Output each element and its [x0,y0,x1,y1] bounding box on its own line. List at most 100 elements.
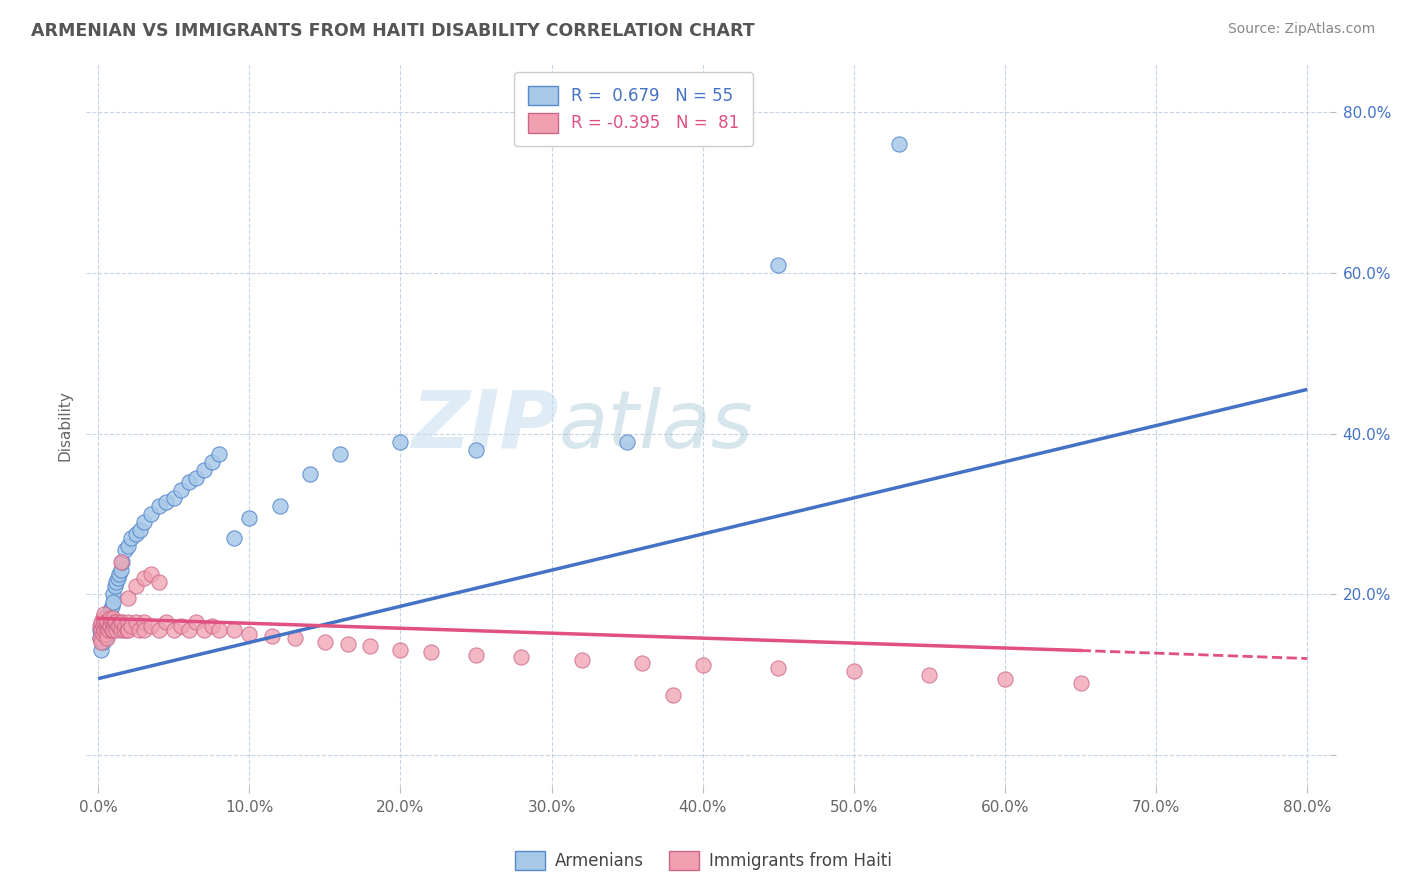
Point [105,575,128,590]
Point [103,587,125,601]
Point [269,499,291,513]
Point [842,664,865,678]
Point [170,483,193,497]
Point [93,607,115,622]
Point [104,615,127,630]
Point [110,555,132,569]
Point [100,615,122,630]
Point [163,624,186,638]
Point [224,531,246,545]
Point [94,627,117,641]
Point [117,591,139,606]
Point [97,615,120,630]
Point [107,619,129,633]
Point [108,567,131,582]
Point [94,615,117,630]
Point [117,615,139,630]
Point [111,555,134,569]
Point [120,531,142,545]
Point [994,672,1017,686]
Point [125,579,148,593]
Point [103,611,125,625]
Point [98,611,121,625]
Point [110,563,132,577]
Point [103,619,125,633]
Point [105,624,128,638]
Point [889,137,911,152]
Point [117,539,139,553]
Point [110,624,132,638]
Point [193,624,215,638]
Point [692,657,714,672]
Text: atlas: atlas [558,386,754,465]
Text: ARMENIAN VS IMMIGRANTS FROM HAITI DISABILITY CORRELATION CHART: ARMENIAN VS IMMIGRANTS FROM HAITI DISABI… [31,22,755,40]
Point [96,632,118,646]
Point [631,656,654,670]
Point [114,543,136,558]
Point [132,624,155,638]
Point [359,640,381,654]
Point [97,607,120,622]
Point [97,619,120,633]
Point [107,571,129,585]
Point [112,624,135,638]
Point [90,624,112,638]
Point [125,615,148,630]
Point [90,627,112,641]
Point [98,603,121,617]
Point [93,627,115,641]
Point [120,619,142,633]
Y-axis label: Disability: Disability [58,390,72,461]
Point [177,475,200,489]
Point [93,619,115,633]
Text: Source: ZipAtlas.com: Source: ZipAtlas.com [1227,22,1375,37]
Point [93,611,115,625]
Point [314,635,336,649]
Point [98,611,121,625]
Point [918,667,941,681]
Point [768,258,790,272]
Point [419,645,441,659]
Point [94,615,117,630]
Text: ZIP: ZIP [412,386,558,465]
Point [111,615,134,630]
Point [91,615,114,630]
Point [148,499,170,513]
Point [186,615,208,630]
Point [155,495,177,509]
Point [90,615,112,630]
Point [91,635,114,649]
Point [89,632,111,646]
Point [91,627,114,641]
Point [105,615,128,630]
Point [170,619,193,633]
Point [465,648,488,662]
Point [114,619,136,633]
Point [90,619,112,633]
Point [224,624,246,638]
Point [89,619,111,633]
Point [96,627,118,641]
Point [108,619,131,633]
Point [104,619,127,633]
Point [91,624,114,638]
Point [465,442,488,457]
Point [104,579,127,593]
Point [389,643,412,657]
Point [93,615,115,630]
Point [90,643,112,657]
Point [139,567,162,582]
Point [208,624,231,638]
Point [193,463,215,477]
Point [260,629,283,643]
Point [128,624,150,638]
Legend: R =  0.679   N = 55, R = -0.395   N =  81: R = 0.679 N = 55, R = -0.395 N = 81 [515,72,752,146]
Point [238,511,260,525]
Point [90,635,112,649]
Point [96,619,118,633]
Point [97,624,120,638]
Point [163,491,186,505]
Point [89,632,111,646]
Point [661,688,683,702]
Point [100,599,122,614]
